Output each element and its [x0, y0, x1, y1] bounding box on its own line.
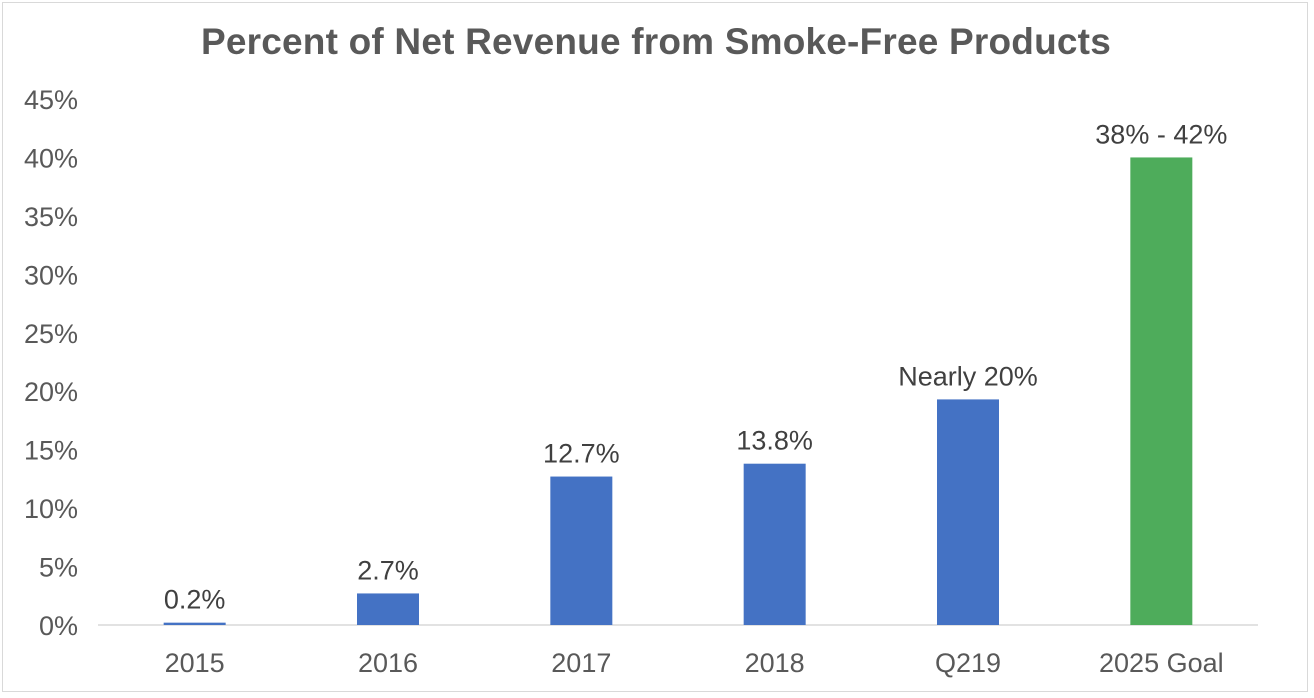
x-tick-label: 2018	[745, 648, 805, 678]
data-labels-group: 0.2% 2.7% 12.7% 13.8% Nearly 20% 38% - 42%	[164, 119, 1227, 614]
y-tick-label: 10%	[24, 494, 78, 524]
y-tick-label: 35%	[24, 202, 78, 232]
x-tick-label: 2016	[358, 648, 418, 678]
data-label: 13.8%	[736, 426, 813, 456]
data-label: 0.2%	[164, 585, 226, 615]
bar	[937, 399, 999, 625]
x-axis-ticks: 2015 2016 2017 2018 Q219 2025 Goal	[165, 648, 1224, 678]
y-tick-label: 30%	[24, 260, 78, 290]
bar	[163, 622, 226, 625]
chart-title: Percent of Net Revenue from Smoke-Free P…	[201, 21, 1111, 62]
x-tick-label: Q219	[935, 648, 1001, 678]
data-label: 12.7%	[543, 439, 620, 469]
x-tick-label: 2017	[551, 648, 611, 678]
bar	[357, 593, 419, 625]
data-label: Nearly 20%	[898, 361, 1038, 391]
x-tick-label: 2025 Goal	[1099, 648, 1224, 678]
x-tick-label: 2015	[165, 648, 225, 678]
bar	[1130, 157, 1193, 625]
y-axis-ticks: 0% 5% 10% 15% 20% 25% 30% 35% 40% 45%	[24, 85, 78, 641]
bar	[550, 476, 613, 625]
y-tick-label: 40%	[24, 143, 78, 173]
y-tick-label: 5%	[39, 553, 78, 583]
bar	[743, 463, 806, 625]
bar-chart: 0% 5% 10% 15% 20% 25% 30% 35% 40% 45% 0.2% 2.7% 12.…	[24, 85, 1258, 678]
data-label: 2.7%	[357, 555, 419, 585]
y-tick-label: 0%	[39, 611, 78, 641]
bars-group	[163, 157, 1193, 625]
y-tick-label: 15%	[24, 436, 78, 466]
data-label: 38% - 42%	[1095, 119, 1227, 149]
y-tick-label: 25%	[24, 319, 78, 349]
y-tick-label: 45%	[24, 85, 78, 115]
y-tick-label: 20%	[24, 377, 78, 407]
